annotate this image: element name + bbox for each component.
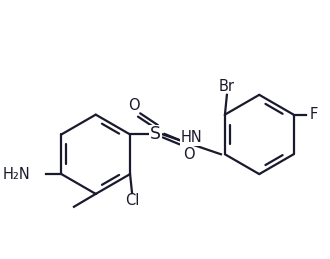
Text: Cl: Cl (125, 193, 139, 208)
Text: O: O (183, 147, 194, 162)
Text: F: F (309, 107, 317, 122)
Text: Br: Br (219, 80, 235, 94)
Text: HN: HN (181, 130, 203, 145)
Text: O: O (128, 98, 140, 113)
Text: S: S (150, 125, 161, 143)
Text: H₂N: H₂N (3, 167, 31, 182)
